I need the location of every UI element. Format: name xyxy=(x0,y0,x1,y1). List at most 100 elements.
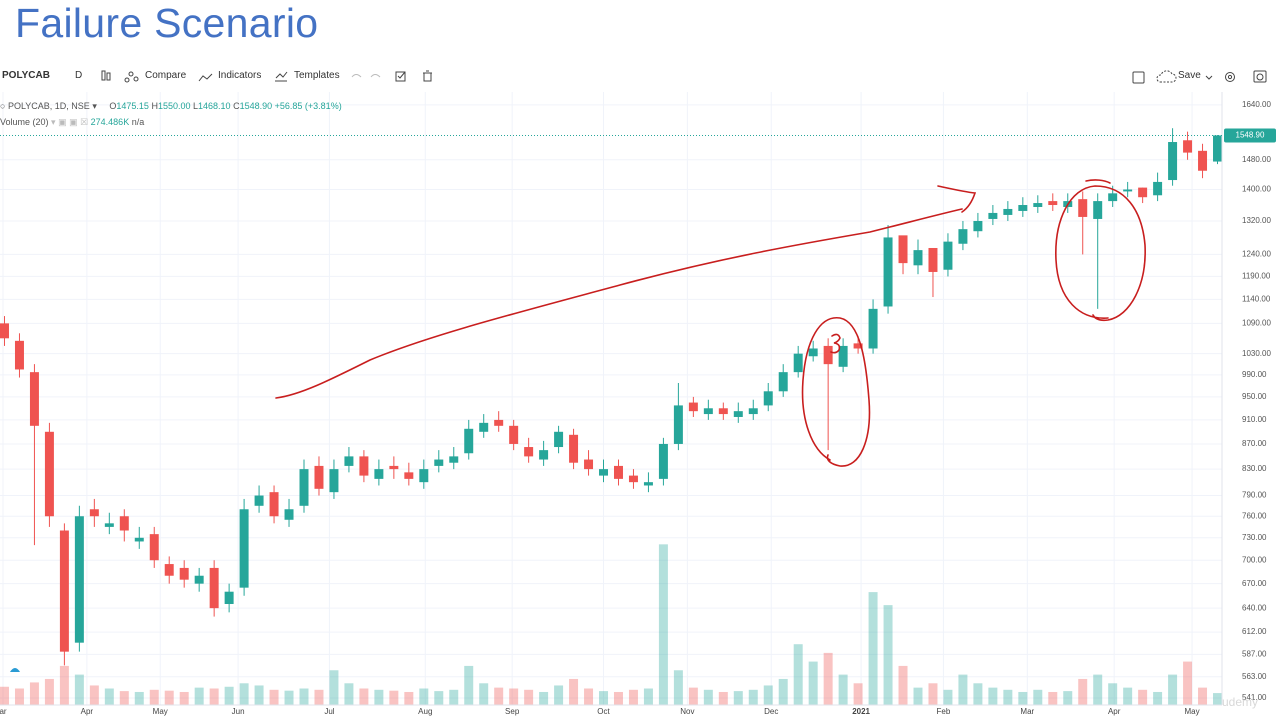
y-tick-label: 1480.00 xyxy=(1242,155,1271,164)
volume-bar xyxy=(748,689,758,705)
candle-body xyxy=(359,456,369,476)
y-tick-label: 730.00 xyxy=(1242,533,1267,542)
compare-icon[interactable] xyxy=(124,77,130,83)
volume-bar xyxy=(509,688,519,705)
volume-bar xyxy=(688,687,698,705)
templates-button[interactable]: Templates xyxy=(294,70,340,81)
volume-bar xyxy=(104,688,114,705)
undo-icon[interactable] xyxy=(351,74,362,78)
candle-body xyxy=(149,534,159,561)
candle-body xyxy=(763,391,773,406)
volume-bar xyxy=(569,678,579,705)
snapshot-icon[interactable] xyxy=(1253,70,1267,83)
volume-bar xyxy=(44,678,54,705)
volume-bar xyxy=(404,691,414,705)
volume-bar xyxy=(823,652,833,705)
candle-body xyxy=(838,345,848,367)
save-menu[interactable] xyxy=(1205,75,1213,80)
check-icon[interactable] xyxy=(395,71,406,82)
candle-body xyxy=(793,353,803,373)
candle-body xyxy=(898,235,908,264)
y-tick-label: 830.00 xyxy=(1242,464,1267,473)
cloud-icon[interactable] xyxy=(1156,70,1177,83)
indicators-button[interactable]: Indicators xyxy=(218,70,262,81)
volume-bar xyxy=(658,544,668,705)
volume-bar xyxy=(718,691,728,705)
tick-mark xyxy=(1085,179,1111,184)
volume-bar xyxy=(434,691,444,705)
volume-bar xyxy=(733,691,743,705)
volume-bar xyxy=(958,674,968,705)
candle-body xyxy=(464,428,474,454)
settings-icon[interactable] xyxy=(1225,72,1235,82)
volume-controls[interactable]: ▾ ▣ ▣ ☒ xyxy=(51,117,91,127)
indicators-icon[interactable] xyxy=(198,73,213,82)
candle-body xyxy=(688,402,698,412)
candle-body xyxy=(374,469,384,479)
ohlc-value: 1468.10 xyxy=(198,101,231,111)
volume-bar xyxy=(973,683,983,705)
candle-body xyxy=(134,537,144,542)
x-tick-label: Jul xyxy=(324,707,334,716)
volume-bar xyxy=(374,689,384,705)
candle-body xyxy=(344,456,354,466)
volume-bar xyxy=(643,688,653,705)
volume-bar xyxy=(928,683,938,705)
candle-body xyxy=(389,465,399,470)
y-tick-label: 1190.00 xyxy=(1242,272,1271,281)
y-tick-label: 640.00 xyxy=(1242,603,1267,612)
legend-spacer: ▾ xyxy=(89,101,107,111)
y-tick-label: 700.00 xyxy=(1242,555,1267,564)
x-tick-label: Sep xyxy=(505,707,520,716)
volume-bar xyxy=(1168,674,1178,705)
x-tick-label: Mar xyxy=(1020,707,1034,716)
volume-bar xyxy=(1018,691,1028,705)
volume-bar xyxy=(284,690,294,705)
interval[interactable]: D xyxy=(75,70,83,81)
x-tick-label: Apr xyxy=(81,707,94,716)
symbol[interactable]: POLYCAB xyxy=(2,70,50,81)
ohlc-key: O xyxy=(109,101,117,111)
volume-bar xyxy=(599,691,609,705)
candle-body xyxy=(1048,201,1058,206)
select-icon[interactable] xyxy=(1132,71,1145,84)
trend-line xyxy=(275,208,963,399)
legend-change: +56.85 (+3.81%) xyxy=(274,101,342,111)
volume-bar xyxy=(838,674,848,705)
volume-bar xyxy=(613,691,623,705)
templates-icon[interactable] xyxy=(275,71,288,82)
compare-button[interactable]: Compare xyxy=(145,70,187,81)
x-tick-label: Apr xyxy=(1108,707,1121,716)
ohlc-value: 1548.90 xyxy=(239,101,273,111)
save-button[interactable]: Save xyxy=(1178,70,1201,81)
volume-bar xyxy=(868,592,878,705)
candle-body xyxy=(299,469,309,506)
candle-body xyxy=(748,408,758,415)
candle-body xyxy=(269,492,279,517)
volume-bar xyxy=(119,691,129,705)
candle-icon[interactable] xyxy=(101,70,106,81)
candle-body xyxy=(958,229,968,244)
candle-body xyxy=(104,523,114,527)
circle-mark xyxy=(801,317,871,467)
candle-body xyxy=(778,372,788,392)
ohlc: O1475.15 H1550.00 L1468.10 C1548.90 xyxy=(109,101,274,111)
last-price-box xyxy=(1224,128,1276,143)
volume-bar xyxy=(883,605,893,705)
candle-body xyxy=(658,443,668,479)
trash-icon[interactable] xyxy=(423,70,432,82)
volume-bar xyxy=(0,686,9,705)
volume-bar xyxy=(1048,691,1058,705)
volume-bar xyxy=(1063,691,1073,705)
volume-bar xyxy=(479,683,489,705)
candle-body xyxy=(179,567,189,580)
redo-icon[interactable] xyxy=(370,74,381,78)
volume-bar xyxy=(584,688,594,705)
candle-body xyxy=(973,220,983,232)
x-tick-label: Nov xyxy=(680,707,694,716)
volume-bar xyxy=(763,685,773,705)
x-tick-label: Oct xyxy=(597,707,610,716)
volume-bar xyxy=(149,689,159,705)
volume-bar xyxy=(59,665,69,705)
